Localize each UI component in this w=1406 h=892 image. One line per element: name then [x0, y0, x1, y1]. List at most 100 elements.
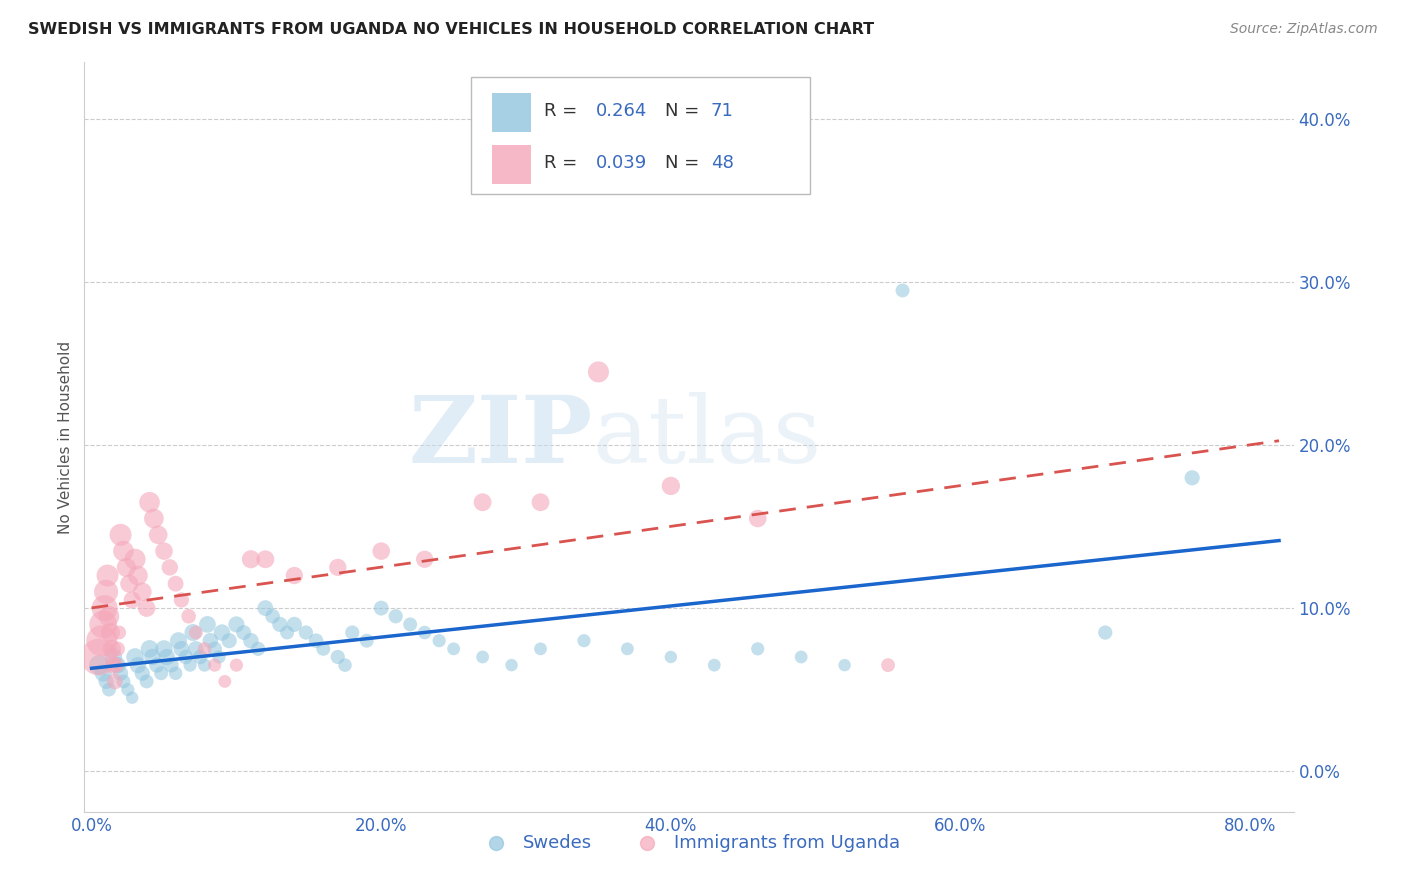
Point [105, 658, 128, 673]
Point [239, 552, 262, 566]
Point [747, 641, 769, 656]
Point [239, 633, 262, 648]
Point [1094, 625, 1116, 640]
Point [342, 625, 364, 640]
Point [188, 650, 211, 665]
Point [370, 544, 392, 558]
Point [170, 593, 193, 607]
Point [124, 650, 146, 665]
Point [214, 674, 236, 689]
Point [177, 609, 200, 624]
Point [471, 495, 494, 509]
Point [204, 658, 226, 673]
Point [181, 625, 204, 640]
Point [94, 674, 117, 689]
Point [100, 625, 122, 640]
Point [107, 658, 129, 673]
Point [225, 617, 247, 632]
Point [170, 641, 193, 656]
Legend: Swedes, Immigrants from Uganda: Swedes, Immigrants from Uganda [471, 827, 907, 859]
Point [790, 650, 813, 665]
Point [283, 568, 305, 582]
Point [160, 658, 183, 673]
Point [1181, 471, 1204, 485]
Point [131, 584, 153, 599]
Point [413, 625, 436, 640]
Text: N =: N = [665, 102, 704, 120]
Point [529, 641, 551, 656]
Point [101, 641, 124, 656]
Text: 0.264: 0.264 [596, 102, 647, 120]
Point [305, 633, 328, 648]
Point [108, 625, 131, 640]
Point [232, 625, 254, 640]
Point [153, 544, 176, 558]
Point [117, 682, 139, 697]
Point [110, 528, 132, 542]
Point [124, 552, 146, 566]
Text: SWEDISH VS IMMIGRANTS FROM UGANDA NO VEHICLES IN HOUSEHOLD CORRELATION CHART: SWEDISH VS IMMIGRANTS FROM UGANDA NO VEH… [28, 22, 875, 37]
Point [174, 650, 197, 665]
Point [90, 633, 112, 648]
Point [501, 658, 523, 673]
Point [150, 666, 173, 681]
Point [156, 650, 179, 665]
Point [197, 617, 219, 632]
Point [370, 601, 392, 615]
Point [747, 511, 769, 525]
Point [91, 617, 114, 632]
Point [138, 641, 160, 656]
Point [399, 617, 422, 632]
Point [384, 609, 406, 624]
Point [142, 511, 165, 525]
Point [200, 633, 222, 648]
Point [283, 617, 305, 632]
Point [333, 658, 356, 673]
Point [312, 641, 335, 656]
Point [262, 609, 284, 624]
Point [153, 641, 176, 656]
Point [96, 568, 118, 582]
Point [471, 650, 494, 665]
Point [179, 658, 201, 673]
Point [167, 633, 190, 648]
Point [193, 641, 215, 656]
Point [112, 674, 135, 689]
Point [254, 601, 277, 615]
Point [588, 365, 610, 379]
Text: 48: 48 [710, 153, 734, 171]
Point [443, 641, 465, 656]
Point [877, 658, 900, 673]
FancyBboxPatch shape [492, 145, 530, 184]
Point [127, 658, 149, 673]
Point [135, 601, 157, 615]
Y-axis label: No Vehicles in Household: No Vehicles in Household [58, 341, 73, 533]
Point [94, 584, 117, 599]
Point [104, 674, 127, 689]
Point [225, 658, 247, 673]
Point [87, 658, 110, 673]
Point [165, 666, 187, 681]
Point [145, 658, 167, 673]
Point [98, 682, 121, 697]
Point [218, 633, 240, 648]
Point [121, 593, 143, 607]
Text: 71: 71 [710, 102, 734, 120]
Point [247, 641, 270, 656]
Point [115, 560, 138, 574]
Point [103, 658, 125, 673]
Point [295, 625, 318, 640]
Text: N =: N = [665, 153, 704, 171]
Point [127, 568, 149, 582]
Point [834, 658, 856, 673]
Point [98, 609, 121, 624]
Point [131, 666, 153, 681]
Point [529, 495, 551, 509]
Point [659, 650, 682, 665]
Point [254, 552, 277, 566]
Point [276, 625, 298, 640]
Point [112, 544, 135, 558]
Point [703, 658, 725, 673]
Point [159, 560, 181, 574]
Point [891, 284, 914, 298]
